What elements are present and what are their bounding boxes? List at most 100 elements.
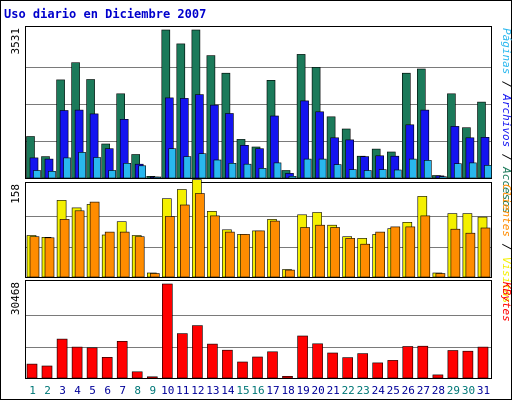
x-label-day-22: 22 (342, 384, 355, 397)
bottom-bar-kbytes-day-13 (207, 343, 218, 379)
middle-frame (25, 182, 492, 278)
bottom-panel: 30468 KBytes (9, 280, 512, 379)
bottom-frame (25, 280, 492, 379)
middle-bar-clientes-day-22 (345, 238, 356, 278)
chart-title: Uso diario en Diciembre 2007 (4, 7, 206, 21)
top-bar-páginas-day-26 (408, 158, 417, 179)
bottom-bar-kbytes-day-1 (26, 363, 38, 379)
middle-panel: 158 Clientes / Visitas (9, 179, 512, 303)
x-label-day-28: 28 (432, 384, 445, 397)
x-label-day-30: 30 (462, 384, 475, 397)
middle-bar-clientes-day-18 (285, 269, 295, 278)
top-bar-páginas-day-18 (288, 176, 297, 179)
middle-bar-clientes-day-23 (360, 243, 371, 278)
x-label-day-27: 27 (417, 384, 430, 397)
chart-panels: 3531 Páginas / Archivos / Accesos 158 Clien… (9, 26, 512, 379)
x-label-day-5: 5 (89, 384, 96, 397)
bottom-bar-kbytes-day-2 (41, 365, 53, 379)
top-bar-páginas-day-20 (318, 158, 327, 179)
x-label-day-6: 6 (104, 384, 111, 397)
top-bar-páginas-day-10 (168, 148, 177, 179)
top-bar-páginas-day-17 (273, 162, 282, 179)
top-bar-páginas-day-27 (423, 160, 432, 179)
bottom-bar-kbytes-day-10 (162, 283, 173, 379)
bottom-bar-kbytes-day-29 (447, 350, 459, 379)
top-bar-páginas-day-24 (378, 169, 387, 179)
x-label-day-19: 19 (296, 384, 309, 397)
middle-bar-clientes-day-6 (104, 231, 115, 278)
top-bar-páginas-day-9 (153, 176, 162, 179)
middle-bar-clientes-day-24 (375, 231, 386, 278)
middle-bar-clientes-day-20 (315, 224, 325, 278)
middle-bar-clientes-day-8 (134, 236, 145, 278)
bottom-bar-kbytes-day-5 (86, 347, 98, 379)
middle-bar-clientes-day-12 (195, 193, 205, 278)
top-bar-páginas-day-2 (48, 171, 56, 179)
middle-bar-clientes-day-28 (435, 273, 446, 278)
top-bar-páginas-day-13 (213, 159, 222, 179)
top-bar-páginas-day-29 (454, 163, 462, 179)
top-bar-páginas-day-12 (198, 153, 207, 179)
top-bar-páginas-day-8 (138, 165, 146, 179)
bottom-bar-kbytes-day-16 (252, 356, 263, 379)
middle-bar-clientes-day-9 (150, 273, 160, 278)
bottom-bar-kbytes-day-21 (327, 352, 338, 379)
x-label-day-29: 29 (447, 384, 460, 397)
top-frame (25, 26, 492, 179)
top-bar-páginas-day-19 (303, 158, 312, 179)
x-label-day-13: 13 (206, 384, 219, 397)
x-label-day-23: 23 (357, 384, 370, 397)
bottom-legend: KBytes (500, 281, 512, 322)
top-legend: Páginas / Archivos / Accesos (500, 28, 512, 213)
bottom-bar-kbytes-day-22 (342, 357, 354, 379)
middle-bar-clientes-day-7 (119, 231, 130, 278)
x-label-day-3: 3 (59, 384, 66, 397)
middle-bar-clientes-day-25 (390, 226, 401, 278)
bottom-bar-kbytes-day-15 (237, 361, 248, 379)
middle-bar-clientes-day-13 (210, 215, 220, 278)
top-legend-accesos: Accesos (500, 166, 512, 213)
top-bar-páginas-day-16 (258, 168, 267, 179)
bottom-bar-kbytes-day-26 (402, 346, 414, 379)
bottom-bar-kbytes-day-24 (372, 362, 384, 379)
middle-bar-clientes-day-27 (420, 215, 431, 278)
middle-bar-clientes-day-5 (89, 201, 100, 278)
bottom-bar-kbytes-day-31 (477, 346, 489, 379)
middle-legend-visitas: Visitas (500, 257, 512, 303)
x-label-day-15: 15 (236, 384, 249, 397)
middle-bar-clientes-day-1 (29, 236, 40, 278)
x-label-day-20: 20 (311, 384, 324, 397)
top-bar-páginas-day-31 (484, 165, 492, 179)
middle-bar-clientes-day-10 (165, 216, 175, 278)
top-legend-separator: / (500, 74, 512, 94)
bottom-bar-kbytes-day-30 (462, 350, 474, 379)
top-bar-páginas-day-21 (333, 164, 342, 179)
x-label-day-4: 4 (74, 384, 81, 397)
bottom-bar-kbytes-day-12 (192, 325, 203, 379)
middle-bar-clientes-day-29 (450, 228, 461, 278)
bottom-bar-kbytes-day-25 (387, 360, 399, 379)
x-label-day-11: 11 (176, 384, 189, 397)
top-bar-páginas-day-6 (108, 170, 116, 179)
x-label-day-1: 1 (29, 384, 36, 397)
middle-bar-clientes-day-11 (180, 204, 190, 278)
top-legend-archivos: Archivos (500, 93, 512, 147)
middle-bar-clientes-day-3 (59, 219, 70, 278)
x-label-day-25: 25 (387, 384, 400, 397)
top-bar-páginas-day-3 (63, 157, 71, 179)
x-label-day-9: 9 (149, 384, 156, 397)
middle-bar-clientes-day-14 (225, 231, 235, 278)
bottom-bar-kbytes-day-9 (147, 376, 158, 379)
top-bar-páginas-day-4 (78, 152, 86, 179)
x-label-day-12: 12 (191, 384, 204, 397)
top-bar-páginas-day-23 (363, 170, 372, 179)
x-label-day-10: 10 (161, 384, 174, 397)
middle-bar-clientes-day-2 (44, 237, 55, 278)
bottom-ymax-label: 30468 (9, 282, 22, 315)
top-bar-páginas-day-1 (33, 170, 41, 179)
bottom-bar-kbytes-day-20 (312, 343, 323, 379)
middle-bar-clientes-day-21 (330, 227, 340, 278)
bottom-bar-kbytes-day-11 (177, 333, 188, 379)
